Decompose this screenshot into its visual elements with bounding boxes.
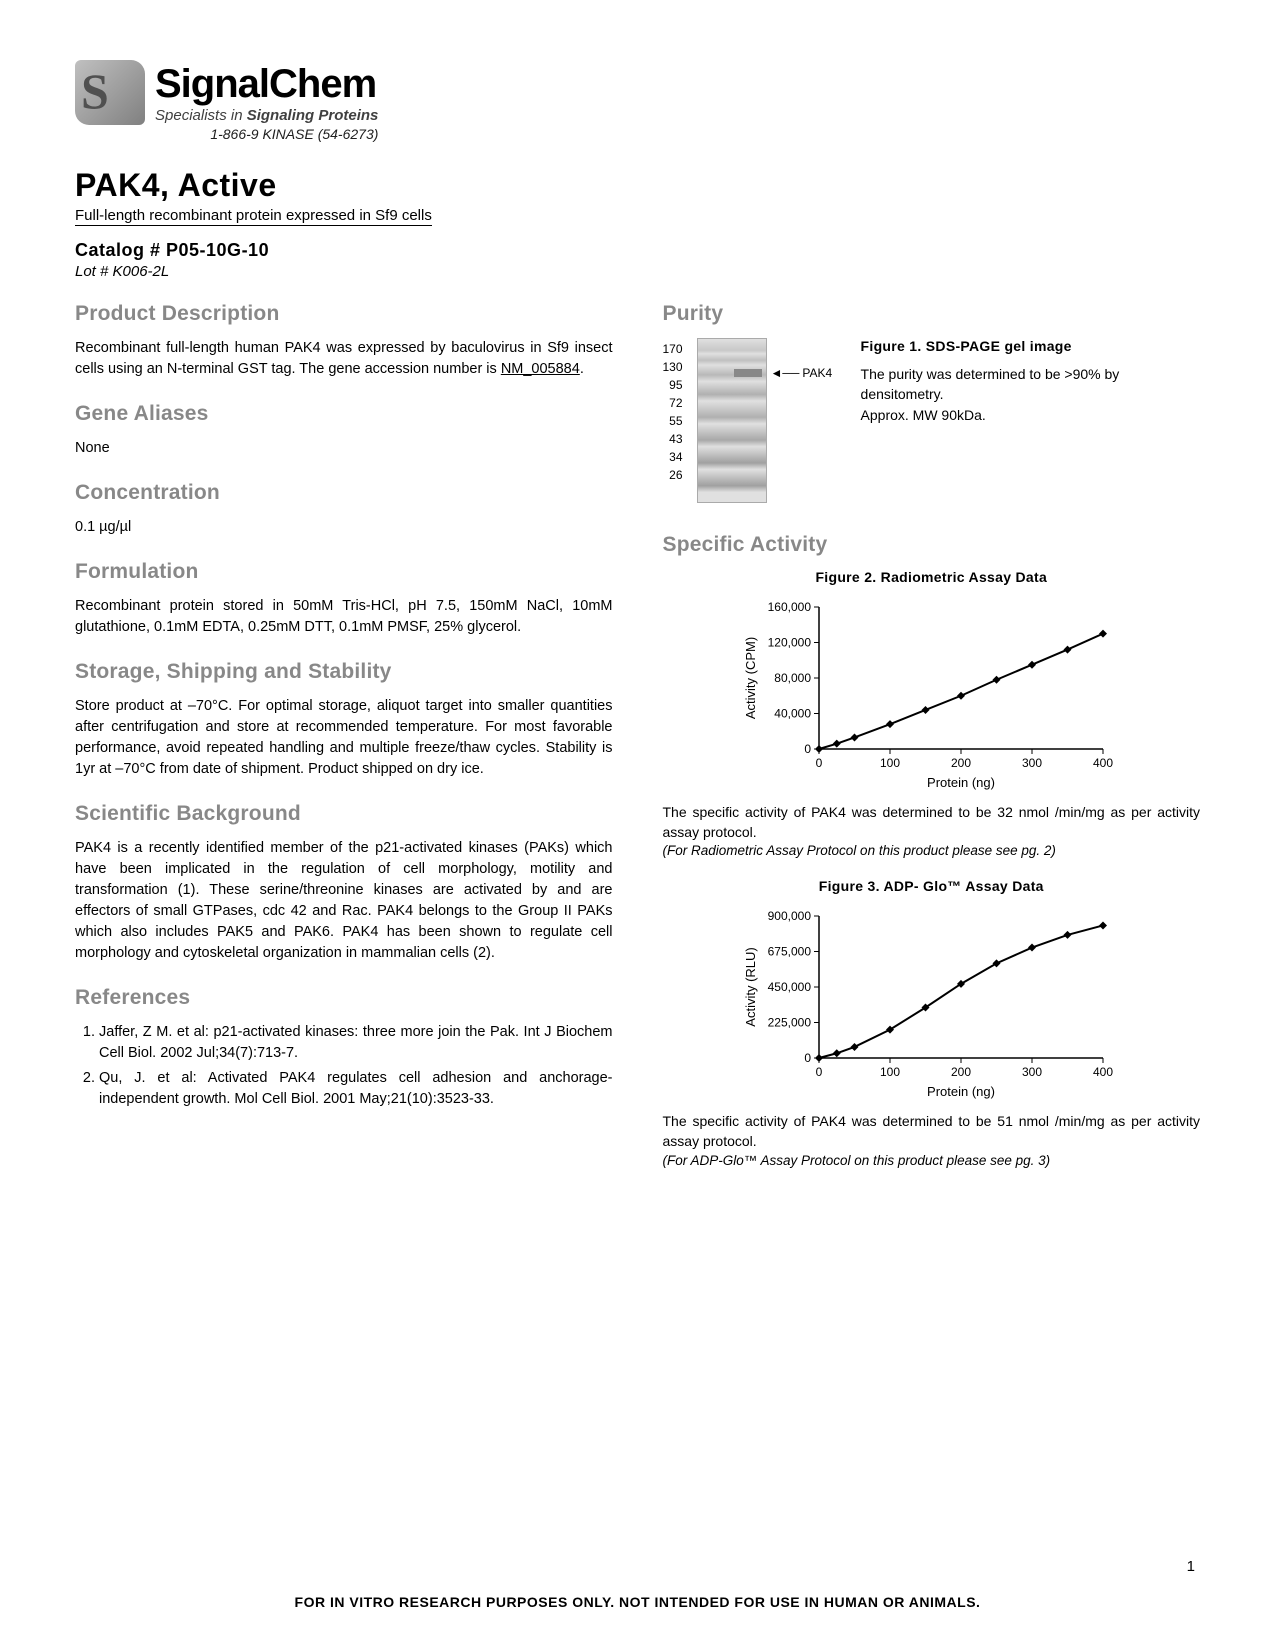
svg-text:0: 0	[816, 1065, 823, 1079]
svg-text:300: 300	[1022, 1065, 1042, 1079]
formulation-text: Recombinant protein stored in 50mM Tris-…	[75, 596, 613, 638]
figure-1-caption: Figure 1. SDS-PAGE gel image	[861, 338, 1200, 354]
references-head: References	[75, 986, 613, 1010]
chart1-note: The specific activity of PAK4 was determ…	[663, 803, 1201, 842]
brand-name: SignalChem	[155, 62, 378, 107]
catalog-number: Catalog # P05-10G-10	[75, 240, 1200, 261]
mw-label: 72	[663, 396, 683, 410]
svg-text:200: 200	[951, 756, 971, 770]
gel-image	[697, 338, 767, 503]
mw-label: 130	[663, 360, 683, 374]
specific-activity-head: Specific Activity	[663, 533, 1201, 557]
svg-text:100: 100	[880, 1065, 900, 1079]
reference-item: Qu, J. et al: Activated PAK4 regulates c…	[99, 1068, 613, 1110]
svg-text:400: 400	[1093, 1065, 1113, 1079]
concentration-text: 0.1 µg/µl	[75, 517, 613, 538]
brand-logo-icon	[75, 60, 145, 125]
storage-head: Storage, Shipping and Stability	[75, 660, 613, 684]
lot-number: Lot # K006-2L	[75, 263, 1200, 280]
purity-head: Purity	[663, 302, 1201, 326]
mw-label: 26	[663, 468, 683, 482]
svg-text:0: 0	[805, 742, 812, 756]
svg-text:0: 0	[805, 1051, 812, 1065]
radiometric-chart: 0 40,000 80,000 120,000 160,000 0 100 200 300 400…	[741, 593, 1121, 793]
tagline-prefix: Specialists in	[155, 107, 247, 124]
brand-phone: 1-866-9 KINASE (54-6273)	[155, 126, 378, 142]
chart2-note-italic: (For ADP-Glo™ Assay Protocol on this pro…	[663, 1152, 1201, 1170]
svg-text:Activity (CPM): Activity (CPM)	[743, 637, 758, 719]
figure-2-title: Figure 2. Radiometric Assay Data	[663, 569, 1201, 585]
svg-text:225,000: 225,000	[768, 1016, 812, 1030]
gene-aliases-text: None	[75, 438, 613, 459]
product-subtitle: Full-length recombinant protein expresse…	[75, 207, 432, 226]
svg-text:160,000: 160,000	[768, 600, 812, 614]
product-title: PAK4, Active	[75, 167, 1200, 204]
adp-glo-chart: 0 225,000 450,000 675,000 900,000 0 100 200 300 4…	[741, 902, 1121, 1102]
svg-text:300: 300	[1022, 756, 1042, 770]
figure-3-title: Figure 3. ADP- Glo™ Assay Data	[663, 878, 1201, 894]
chart2-note: The specific activity of PAK4 was determ…	[663, 1112, 1201, 1151]
desc-suffix: .	[580, 361, 584, 377]
svg-text:100: 100	[880, 756, 900, 770]
sds-page-figure: 170 130 95 72 55 43 34 26 ◄── PAK4 Figur…	[663, 338, 1201, 503]
footer-disclaimer: FOR IN VITRO RESEARCH PURPOSES ONLY. NOT…	[0, 1594, 1275, 1610]
svg-text:Activity (RLU): Activity (RLU)	[743, 948, 758, 1027]
svg-text:120,000: 120,000	[768, 636, 812, 650]
svg-text:0: 0	[816, 756, 823, 770]
gel-band-arrow: ◄── PAK4	[771, 366, 833, 380]
references-list: Jaffer, Z M. et al: p21-activated kinase…	[75, 1022, 613, 1110]
scientific-background-text: PAK4 is a recently identified member of …	[75, 838, 613, 964]
product-description-head: Product Description	[75, 302, 613, 326]
purity-text-1: The purity was determined to be >90% by …	[861, 364, 1200, 405]
concentration-head: Concentration	[75, 481, 613, 505]
gel-arrow-label: PAK4	[802, 366, 832, 380]
svg-text:Protein (ng): Protein (ng)	[927, 1084, 995, 1099]
mw-label: 43	[663, 432, 683, 446]
header-logo-block: SignalChem Specialists in Signaling Prot…	[75, 60, 1200, 142]
reference-item: Jaffer, Z M. et al: p21-activated kinase…	[99, 1022, 613, 1064]
tagline-bold: Signaling Proteins	[247, 107, 379, 124]
mw-label: 55	[663, 414, 683, 428]
svg-text:450,000: 450,000	[768, 980, 812, 994]
svg-text:900,000: 900,000	[768, 909, 812, 923]
purity-text-2: Approx. MW 90kDa.	[861, 405, 1200, 425]
right-column: Purity 170 130 95 72 55 43 34 26 ◄── PAK…	[663, 302, 1201, 1170]
chart1-note-italic: (For Radiometric Assay Protocol on this …	[663, 842, 1201, 860]
left-column: Product Description Recombinant full-len…	[75, 302, 613, 1170]
brand-tagline: Specialists in Signaling Proteins	[155, 107, 378, 124]
formulation-head: Formulation	[75, 560, 613, 584]
svg-text:200: 200	[951, 1065, 971, 1079]
gene-aliases-head: Gene Aliases	[75, 402, 613, 426]
mw-label: 95	[663, 378, 683, 392]
svg-text:40,000: 40,000	[775, 707, 812, 721]
svg-text:400: 400	[1093, 756, 1113, 770]
gel-band	[734, 369, 762, 377]
gel-mw-labels: 170 130 95 72 55 43 34 26	[663, 338, 683, 482]
page-number: 1	[1187, 1558, 1195, 1575]
mw-label: 34	[663, 450, 683, 464]
scientific-background-head: Scientific Background	[75, 802, 613, 826]
svg-text:80,000: 80,000	[775, 671, 812, 685]
storage-text: Store product at –70°C. For optimal stor…	[75, 696, 613, 780]
mw-label: 170	[663, 342, 683, 356]
svg-text:Protein (ng): Protein (ng)	[927, 775, 995, 790]
product-description-text: Recombinant full-length human PAK4 was e…	[75, 338, 613, 380]
accession-link[interactable]: NM_005884	[501, 361, 580, 377]
svg-text:675,000: 675,000	[768, 945, 812, 959]
